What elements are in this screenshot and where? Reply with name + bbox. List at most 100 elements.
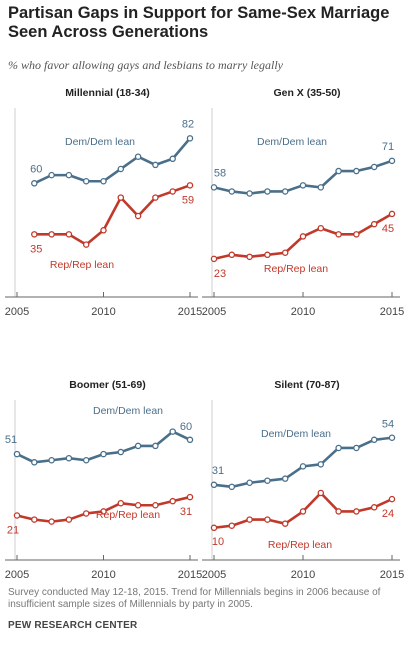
data-point [299, 233, 307, 240]
data-point [335, 444, 342, 452]
data-point [169, 188, 176, 195]
data-point [134, 442, 142, 450]
data-point [370, 436, 378, 444]
data-point [299, 463, 307, 470]
data-point [335, 167, 342, 175]
data-label: 45 [382, 223, 394, 235]
data-point [210, 255, 218, 263]
data-point [370, 163, 378, 171]
x-tick-label: 2015 [380, 306, 404, 318]
data-point [13, 450, 21, 458]
data-point [152, 502, 159, 509]
data-point [48, 456, 55, 464]
panel-title: Boomer (51-69) [69, 379, 145, 391]
data-point [388, 434, 396, 441]
series-label: Rep/Rep lean [50, 259, 114, 271]
data-point [228, 251, 236, 259]
data-point [117, 499, 125, 507]
data-label: 60 [180, 421, 192, 433]
data-point [65, 454, 73, 462]
data-label: 10 [212, 536, 224, 548]
data-point [353, 508, 360, 515]
data-point [82, 177, 90, 185]
data-label: 31 [212, 465, 224, 477]
data-label: 59 [182, 194, 194, 206]
data-point [370, 220, 378, 228]
data-label: 21 [7, 524, 19, 536]
page-subtitle: % who favor allowing gays and lesbians t… [8, 58, 283, 72]
series-label: Rep/Rep lean [96, 509, 160, 521]
data-point [335, 231, 342, 238]
data-point [353, 444, 360, 452]
x-tick-label: 2015 [178, 569, 202, 581]
data-point [186, 135, 194, 142]
series-label: Dem/Dem lean [257, 136, 327, 148]
footnote: Survey conducted May 12-18, 2015. Trend … [8, 587, 381, 610]
data-point [388, 157, 396, 165]
data-point [388, 495, 396, 503]
data-label: 71 [382, 141, 394, 153]
data-label: 51 [5, 434, 17, 446]
x-tick-label: 2010 [291, 569, 315, 581]
data-point [65, 171, 73, 179]
x-tick-label: 2015 [380, 569, 404, 581]
data-point [228, 483, 236, 491]
panel-title: Gen X (35-50) [273, 87, 340, 99]
data-point [48, 231, 55, 238]
data-label: 24 [382, 508, 394, 520]
data-point [100, 450, 107, 458]
data-point [317, 489, 325, 497]
series-line [16, 430, 191, 464]
x-tick-label: 2010 [291, 306, 315, 318]
x-tick-label: 2010 [91, 569, 115, 581]
series-line [213, 436, 393, 489]
data-point [100, 177, 107, 185]
series-label: Rep/Rep lean [268, 539, 332, 551]
data-point [117, 165, 125, 173]
data-point [370, 504, 378, 511]
data-point [169, 428, 176, 435]
panel-title: Millennial (18-34) [65, 87, 150, 99]
series-line [34, 184, 191, 246]
data-point [281, 249, 289, 256]
data-point [117, 194, 125, 201]
data-point [186, 493, 194, 501]
data-point [186, 436, 194, 444]
data-point [82, 510, 90, 517]
data-point [353, 231, 360, 238]
data-point [31, 180, 38, 187]
data-point [31, 459, 38, 466]
data-point [299, 182, 307, 189]
data-point [228, 188, 236, 195]
data-point [82, 241, 90, 248]
x-tick-label: 2005 [5, 569, 29, 581]
data-point [299, 508, 307, 515]
data-point [281, 188, 289, 195]
series-label: Dem/Dem lean [93, 405, 163, 417]
series-label: Dem/Dem lean [261, 428, 331, 440]
data-point [152, 194, 159, 201]
data-point [264, 516, 271, 523]
data-point [388, 210, 396, 218]
data-point [317, 461, 325, 468]
data-point [134, 212, 142, 220]
data-point [152, 161, 159, 169]
data-point [117, 448, 125, 456]
data-label: 23 [214, 268, 226, 280]
source-credit: PEW RESEARCH CENTER [8, 620, 138, 631]
data-point [317, 184, 325, 191]
data-point [353, 167, 360, 175]
data-point [186, 182, 194, 189]
data-point [264, 477, 271, 484]
data-point [100, 227, 107, 234]
data-point [31, 231, 38, 238]
page-title: Partisan Gaps in Support for Same-Sex Ma… [8, 4, 390, 41]
data-point [48, 171, 55, 179]
data-point [210, 524, 218, 532]
data-point [152, 442, 159, 450]
data-label: 35 [30, 243, 42, 255]
data-point [228, 522, 236, 529]
x-tick-label: 2005 [5, 306, 29, 318]
x-tick-label: 2015 [178, 306, 202, 318]
data-point [246, 479, 253, 487]
